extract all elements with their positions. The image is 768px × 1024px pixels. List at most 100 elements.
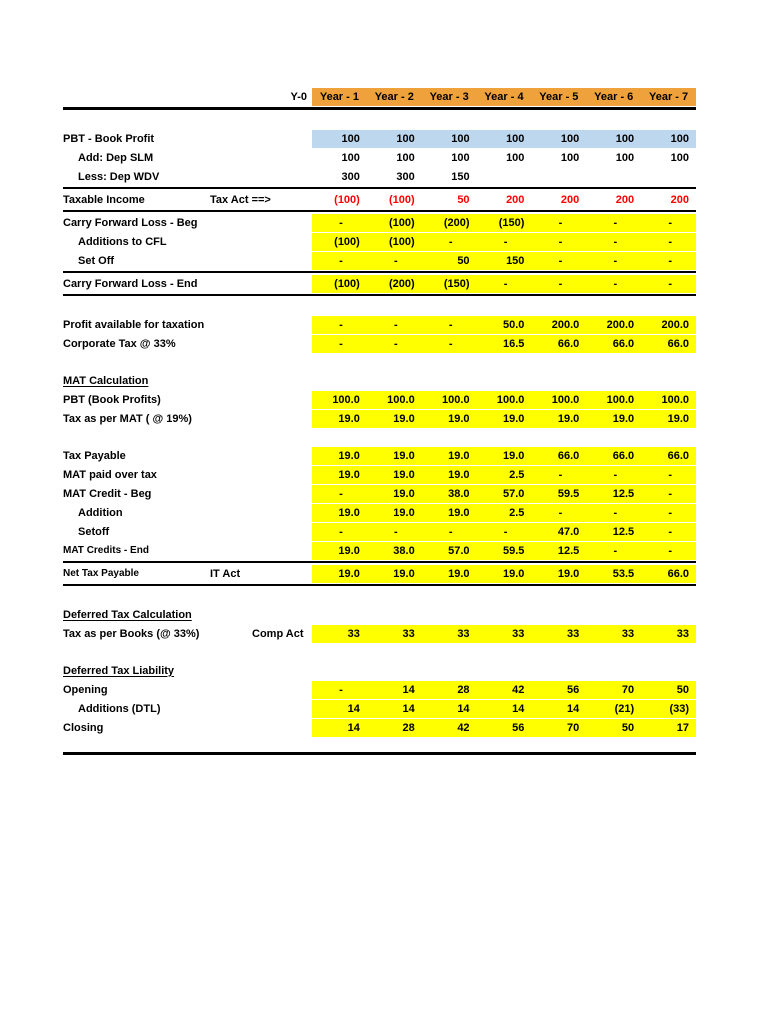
cell: - — [531, 465, 587, 484]
cell: 19.0 — [312, 465, 367, 484]
cell: 14 — [421, 699, 477, 718]
table-row: Carry Forward Loss - End (100) (200) (150) -… — [63, 274, 696, 293]
table-row: Less: Dep WDV 300 300 150 — [63, 167, 696, 186]
cell: 100 — [421, 129, 477, 148]
year-header: Year - 6 — [586, 88, 642, 106]
section-heading-row: Deferred Tax Calculation — [63, 605, 696, 624]
cell: (100) — [366, 213, 422, 232]
cell: 14 — [312, 718, 367, 737]
cell: 14 — [476, 699, 532, 718]
tax-worksheet: Y-0 Year - 1 Year - 2 Year - 3 Year - 4 Year… — [63, 88, 696, 756]
cell: 19.0 — [312, 564, 367, 583]
cell: (100) — [334, 193, 360, 206]
cell: - — [421, 315, 477, 334]
cell: (100) — [312, 232, 367, 251]
cell: 19.0 — [586, 409, 642, 428]
cell: - — [421, 232, 477, 251]
cell: - — [531, 232, 587, 251]
cell: 19.0 — [312, 503, 367, 522]
cell: 59.5 — [531, 484, 587, 503]
cell: 66.0 — [641, 446, 696, 465]
cell: - — [586, 503, 642, 522]
table-row: Setoff - - - -47.0 12.5- — [63, 522, 696, 541]
cell: 19.0 — [366, 564, 422, 583]
cell: 2.5 — [476, 465, 532, 484]
row-label: Tax as per MAT ( @ 19%) — [63, 412, 192, 425]
cell: 19.0 — [476, 446, 532, 465]
cell: 200 — [506, 193, 525, 206]
row-label: MAT Credits - End — [63, 544, 149, 556]
year-header: Year - 5 — [531, 88, 587, 106]
spacer — [63, 353, 696, 371]
table-row: Set Off - -50 150- - - — [63, 251, 696, 270]
year-header: Year - 4 — [476, 88, 532, 106]
cell: - — [366, 315, 422, 334]
cell: 50 — [457, 193, 470, 206]
section-heading-row: MAT Calculation — [63, 371, 696, 390]
cell: 33 — [366, 624, 422, 643]
cell: 19.0 — [312, 541, 367, 560]
row-label: Corporate Tax @ 33% — [63, 337, 176, 350]
cell: 19.0 — [421, 409, 477, 428]
cell: - — [421, 334, 477, 353]
spacer — [63, 111, 696, 129]
cell: 19.0 — [531, 564, 587, 583]
cell: (100) — [389, 193, 415, 206]
table-row: Additions to CFL (100) (100) - - - - - — [63, 232, 696, 251]
row-label: PBT - Book Profit — [63, 132, 155, 145]
cell: - — [312, 680, 367, 699]
row-label: Carry Forward Loss - Beg — [63, 216, 198, 229]
row-label: Net Tax Payable — [63, 567, 139, 579]
divider-line — [63, 271, 696, 273]
cell: - — [641, 213, 696, 232]
cell: 19.0 — [366, 409, 422, 428]
cell: 100.0 — [366, 390, 422, 409]
table-row: PBT (Book Profits) 100.0 100.0 100.0 100.0 10… — [63, 390, 696, 409]
cell: 12.5 — [586, 484, 642, 503]
cell: (150) — [476, 213, 532, 232]
cell: 19.0 — [476, 564, 532, 583]
cell: 28 — [366, 718, 422, 737]
cell: 19.0 — [366, 446, 422, 465]
cell: 200.0 — [586, 315, 642, 334]
cell: - — [586, 232, 642, 251]
cell: 100.0 — [586, 390, 642, 409]
cell: 100 — [476, 129, 532, 148]
cell: 59.5 — [476, 541, 532, 560]
table-row: Net Tax Payable IT Act 19.0 19.0 19.0 19.0 19.… — [63, 564, 696, 583]
table-row: Additions (DTL) 14 14 14 14 14 (21) (33) — [63, 699, 696, 718]
section-heading: MAT Calculation — [63, 374, 149, 387]
row-label: Additions to CFL — [78, 235, 167, 248]
cell: 19.0 — [421, 503, 477, 522]
section-heading: Deferred Tax Liability — [63, 664, 175, 677]
cell: 19.0 — [476, 409, 532, 428]
cell: 19.0 — [421, 564, 477, 583]
cell: 100 — [641, 129, 696, 148]
cell: 100 — [341, 151, 360, 164]
table-row: MAT paid over tax 19.0 19.0 19.0 2.5- - - — [63, 465, 696, 484]
cell: 33 — [531, 624, 587, 643]
row-note: Comp Act — [252, 627, 304, 640]
year-header: Year - 2 — [366, 88, 422, 106]
spacer — [63, 428, 696, 446]
cell: - — [312, 315, 367, 334]
row-label: Set Off — [78, 254, 115, 267]
cell: (200) — [421, 213, 477, 232]
row-label: MAT Credit - Beg — [63, 487, 152, 500]
row-label: Profit available for taxation — [63, 318, 205, 331]
cell: 50 — [641, 680, 696, 699]
cell: 66.0 — [641, 334, 696, 353]
cell: 66.0 — [586, 334, 642, 353]
cell: (150) — [421, 274, 477, 293]
cell: 47.0 — [531, 522, 587, 541]
cell: 19.0 — [312, 446, 367, 465]
cell: 50 — [586, 718, 642, 737]
cell: (100) — [312, 274, 367, 293]
cell: 100 — [531, 129, 587, 148]
cell: - — [366, 522, 422, 541]
cell: 14 — [366, 699, 422, 718]
cell: 50 — [421, 251, 477, 270]
cell: - — [586, 465, 642, 484]
row-label: Carry Forward Loss - End — [63, 277, 198, 290]
divider-line — [63, 294, 696, 296]
